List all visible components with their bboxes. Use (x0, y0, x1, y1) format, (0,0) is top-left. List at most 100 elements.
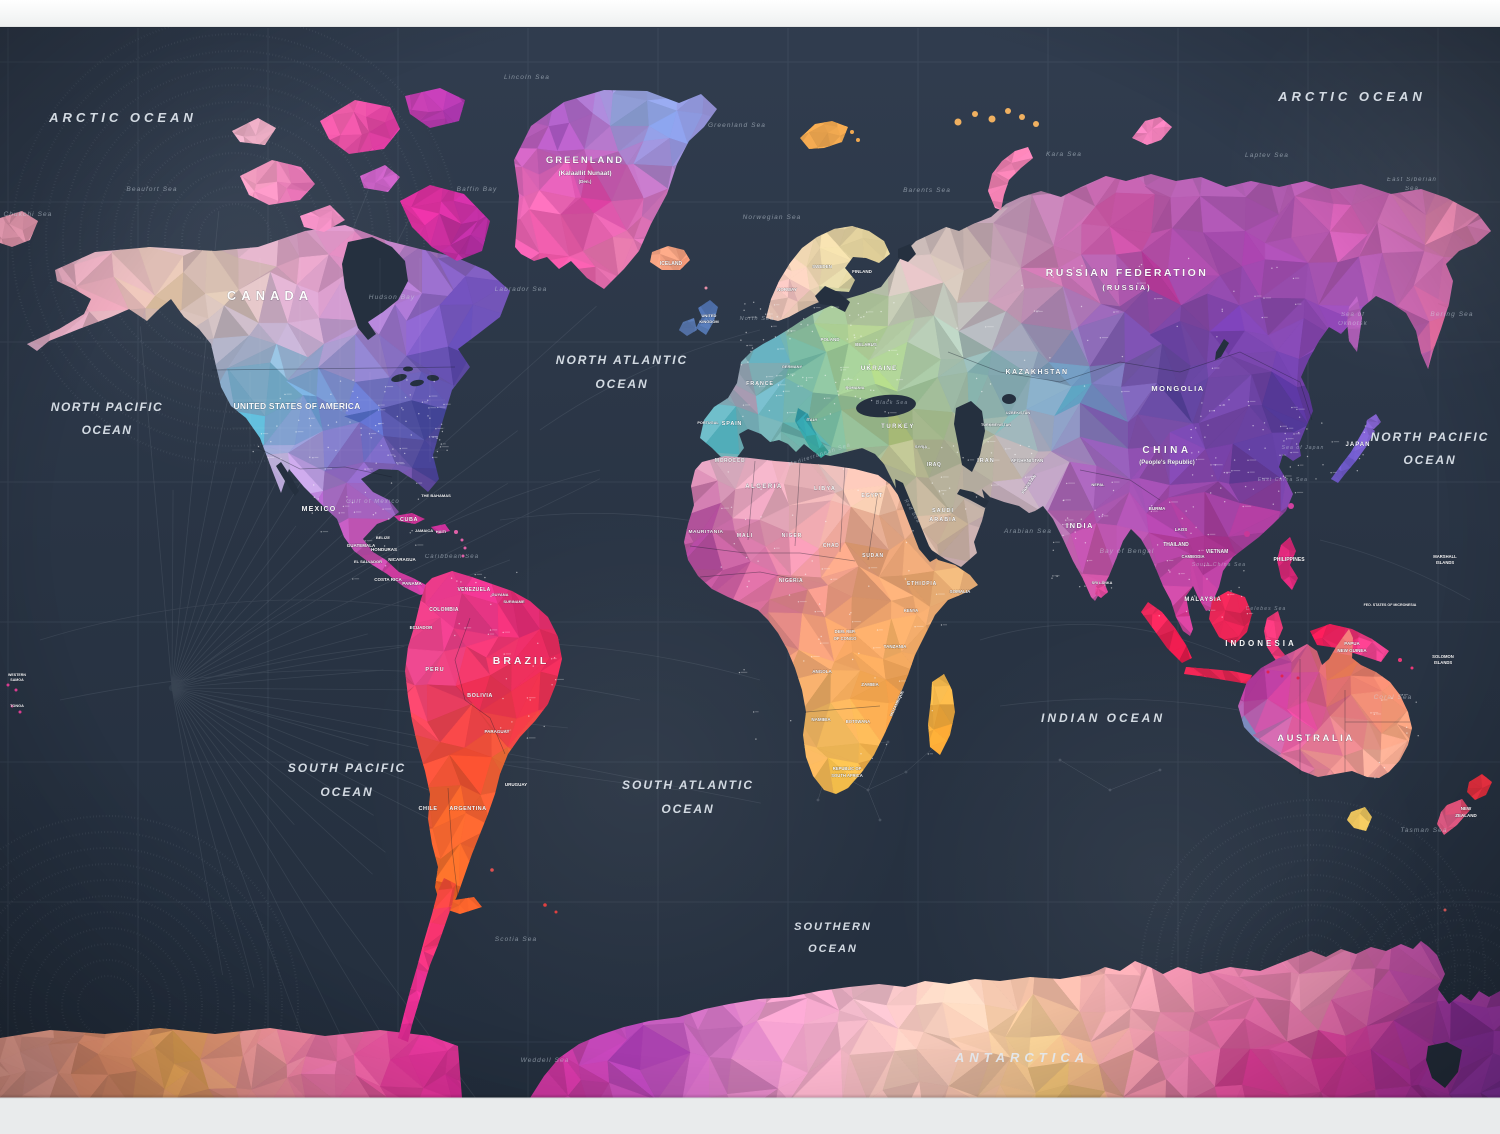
country-label-honduras: HONDURAS (371, 547, 397, 552)
sea-label-labrador-sea: Labrador Sea (495, 286, 548, 293)
country-label-haiti: HAITI (436, 529, 446, 534)
country-label-saudi: SAUDI (932, 508, 954, 514)
ocean-label-indian-ocean: INDIAN OCEAN (1041, 711, 1165, 725)
country-label-iraq: IRAQ (927, 462, 942, 468)
country-label-uruguay: URUGUAY (505, 782, 527, 787)
country-label-ecuador: ECUADOR (410, 625, 434, 630)
country-label-costa-rica: COSTA RICA (374, 577, 402, 582)
country-label-russian-federation: RUSSIAN FEDERATION (1046, 267, 1209, 279)
sea-label-bering-sea: Bering Sea (1430, 311, 1473, 318)
ocean-label-ocean: OCEAN (320, 785, 373, 799)
sea-label-okhotsk: Okhotsk (1338, 321, 1368, 327)
country-label-botswana: BOTSWANA (846, 719, 870, 724)
country-label-algeria: ALGERIA (745, 484, 783, 490)
country-label-thailand: THAILAND (1163, 542, 1189, 548)
country-label-kalaallit-nunaat: (Kalaallit Nunaat) (558, 170, 611, 177)
sea-label-east-siberian: East Siberian (1387, 177, 1437, 183)
country-label-cuba: CUBA (400, 517, 418, 523)
country-label-mexico: MEXICO (302, 506, 337, 513)
country-label-cambodia: CAMBODIA (1181, 554, 1204, 559)
country-label-libya: LIBYA (814, 486, 836, 492)
ocean-label-ocean: OCEAN (661, 802, 714, 816)
sea-label-scotia-sea: Scotia Sea (495, 936, 537, 943)
country-label-western: WESTERN (8, 673, 26, 677)
country-label-the-bahamas: THE BAHAMAS (421, 493, 451, 498)
sea-label-coral-sea: Coral Sea (1374, 694, 1413, 701)
country-label-samoa: SAMOA (10, 678, 24, 682)
sea-label-sea: Sea (1405, 186, 1419, 192)
country-label-marshall: MARSHALL (1433, 554, 1457, 559)
sea-label-norwegian-sea: Norwegian Sea (743, 214, 802, 221)
country-label-italy: ITALY (807, 417, 818, 422)
country-label-guatemala: GUATEMALA (347, 543, 376, 548)
country-label-japan: JAPAN (1346, 442, 1371, 448)
sea-label-caribbean-sea: Caribbean Sea (425, 554, 479, 560)
country-label-guyana: GUYANA (492, 592, 509, 597)
country-label-colombia: COLOMBIA (429, 607, 459, 613)
country-label-bolivia: BOLIVIA (467, 693, 493, 699)
country-label-syria: SYRIA (915, 444, 927, 449)
country-label-dem-rep: DEM. REP. (835, 629, 856, 634)
sea-label-arabian-sea: Arabian Sea (1003, 528, 1052, 535)
country-label-new: NEW (1461, 806, 1472, 811)
sea-label-hudson-bay: Hudson Bay (369, 294, 415, 301)
country-label-nicaragua: NICARAGUA (388, 557, 416, 562)
country-label-uzbekistan: UZBEKISTAN (1006, 411, 1030, 415)
sea-label-baffin-bay: Baffin Bay (457, 186, 498, 193)
country-label-finland: FINLAND (852, 269, 872, 274)
country-label-norway: NORWAY (777, 287, 797, 292)
country-label-belize: BELIZE (376, 535, 391, 540)
ocean-label-ocean: OCEAN (1403, 453, 1456, 467)
country-label-el-salvador: EL SALVADOR (354, 559, 382, 564)
country-label-united-states-of-america: UNITED STATES OF AMERICA (234, 401, 361, 411)
country-label-china: CHINA (1142, 445, 1191, 456)
ocean-label-north-atlantic: NORTH ATLANTIC (556, 353, 688, 367)
country-label-mongolia: MONGOLIA (1151, 384, 1204, 393)
ocean-label-arctic-ocean: ARCTIC OCEAN (48, 110, 197, 125)
country-label-niger: NIGER (782, 533, 803, 539)
sea-label-east-china-sea: East China Sea (1258, 477, 1308, 483)
country-label-india: INDIA (1066, 521, 1094, 530)
ocean-label-south-atlantic: SOUTH ATLANTIC (622, 778, 754, 792)
country-label-romania: ROMANIA (845, 385, 864, 390)
country-label-brazil: BRAZIL (493, 655, 550, 667)
country-label-kazakhstan: KAZAKHSTAN (1005, 369, 1068, 376)
sea-label-celebes-sea: Celebes Sea (1246, 606, 1287, 612)
sea-label-sea-of: Sea of (1341, 312, 1365, 318)
sea-label-weddell-sea: Weddell Sea (521, 1057, 570, 1064)
country-label-jamaica: JAMAICA (415, 528, 433, 533)
country-label-sweden: SWEDEN (812, 264, 832, 269)
country-label-new-guinea: NEW GUINEA (1337, 648, 1367, 653)
country-label-turkey: TURKEY (881, 424, 915, 430)
country-label-indonesia: INDONESIA (1225, 639, 1296, 648)
sea-label-bay-of-bengal: Bay of Bengal (1100, 548, 1155, 555)
country-label-ukraine: UKRAINE (861, 365, 898, 372)
country-label-of-congo: OF CONGO (834, 636, 858, 641)
sea-label-sea-of-japan: Sea of Japan (1282, 445, 1325, 451)
ocean-label-southern: SOUTHERN (794, 921, 872, 933)
country-label-turkmenistan: TURKMENISTAN (981, 423, 1011, 427)
sea-label-barents-sea: Barents Sea (903, 187, 951, 194)
country-label-burma: BURMA (1149, 506, 1166, 511)
country-label-afghanistan: AFGHANISTAN (1011, 458, 1043, 463)
country-label-nepal: NEPAL (1091, 482, 1105, 487)
sea-label-chukchi-sea: Chukchi Sea (4, 211, 53, 218)
country-labels: CANADA UNITED STATES OF AMERICA MEXICO CUBA… (8, 155, 1478, 819)
poster-bottom-shadow (0, 1094, 1500, 1098)
sea-label-black-sea: Black Sea (876, 400, 908, 406)
ocean-label-ocean: OCEAN (82, 423, 133, 437)
country-label-zambia: ZAMBIA (861, 682, 879, 687)
country-label-russia: (RUSSIA) (1102, 283, 1151, 292)
country-label-zealand: ZEALAND (1455, 813, 1477, 818)
ocean-label-ocean: OCEAN (808, 943, 858, 955)
country-label-sudan: SUDAN (862, 553, 884, 559)
country-label-argentina: ARGENTINA (449, 806, 486, 812)
country-label-ethiopia: ETHIOPIA (907, 581, 937, 587)
country-label-fed-states-of-micronesia: FED. STATES OF MICRONESIA (1364, 603, 1417, 607)
ocean-label-north-pacific: NORTH PACIFIC (1371, 430, 1490, 444)
country-label-kingdom: KINGDOM (699, 319, 719, 324)
ocean-labels: ARCTIC OCEAN ARCTIC OCEAN NORTH PACIFIC OCE… (48, 89, 1490, 1065)
